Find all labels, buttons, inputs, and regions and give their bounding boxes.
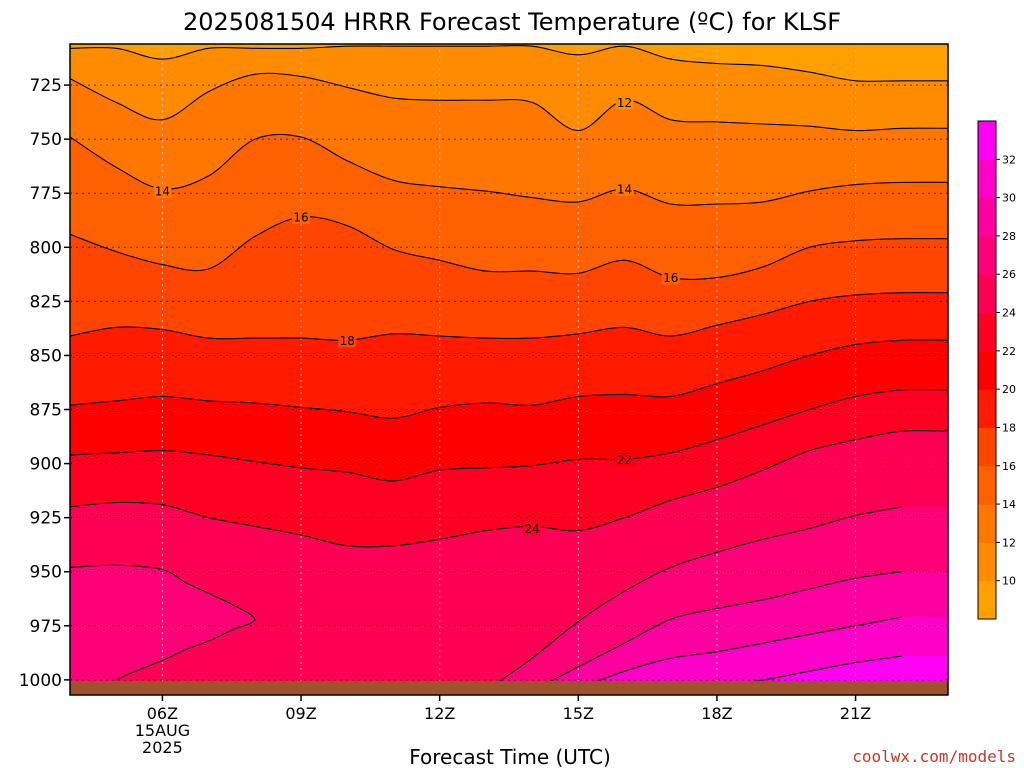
contour-line-14 (70, 133, 948, 206)
contour-label-bg (523, 521, 542, 536)
contour-label: 12 (617, 96, 632, 110)
contour-line-30 (578, 616, 902, 690)
contour-label: 16 (663, 271, 678, 285)
y-tick-label: 850 (30, 346, 62, 366)
colorbar-tick-label: 32 (1002, 153, 1016, 166)
colorbar-tick-label: 16 (1002, 460, 1016, 473)
x-tick-label: 21Z (840, 704, 871, 723)
colorbar-swatch (978, 350, 996, 390)
colorbar-swatch (978, 427, 996, 467)
colorbar-swatch (978, 197, 996, 237)
contour-label: 16 (293, 211, 308, 225)
contour-label-bg (292, 210, 311, 225)
contour-label: 18 (340, 334, 355, 348)
y-tick-label: 725 (30, 76, 62, 96)
contour-label: 22 (617, 453, 632, 467)
fill-band-26-partial (70, 565, 255, 695)
contour-line-26 (70, 564, 256, 681)
contour-label-bg (338, 333, 357, 348)
contour-line-18 (70, 292, 948, 341)
x-tick-year: 2025 (142, 738, 183, 757)
y-tick-label: 900 (30, 455, 62, 475)
colorbar-swatch (978, 274, 996, 314)
colorbar-tick-label: 24 (1002, 307, 1016, 320)
colorbar-tick-label: 28 (1002, 230, 1016, 243)
y-tick-label: 950 (30, 563, 62, 583)
y-tick-label: 800 (30, 238, 62, 258)
y-tick-label: 1000 (19, 671, 62, 691)
contour-label-bg (153, 184, 172, 199)
x-tick-label: 09Z (285, 704, 316, 723)
y-tick-label: 825 (30, 292, 62, 312)
contour-label: 14 (617, 182, 632, 196)
ground-layer (70, 680, 948, 695)
colorbar-swatch (978, 312, 996, 352)
x-tick-label: 15Z (563, 704, 594, 723)
y-tick-label: 975 (30, 617, 62, 637)
colorbar-tick-label: 30 (1002, 192, 1016, 205)
contour-line-24 (70, 429, 948, 548)
temperature-fill-bands (70, 44, 948, 695)
x-tick-label: 18Z (701, 704, 732, 723)
y-tick-label: 750 (30, 130, 62, 150)
colorbar-tick-label: 14 (1002, 498, 1016, 511)
contour-label-bg (661, 270, 680, 285)
plot-frame (69, 43, 949, 696)
x-tick-label: 06Z (147, 704, 178, 723)
y-tick-label: 775 (30, 184, 62, 204)
colorbar-frame (977, 120, 997, 620)
contour-labels: 12 14 14 16 16 18 22 24 (153, 95, 680, 536)
colorbar-swatch (978, 159, 996, 199)
contour-lines (70, 44, 948, 692)
colorbar-swatch (978, 580, 996, 620)
contour-label: 24 (524, 522, 539, 536)
colorbar-swatch (978, 121, 996, 160)
x-axis-label: Forecast Time (UTC) (409, 745, 611, 768)
contour-line-22 (70, 389, 948, 482)
y-tick-label: 925 (30, 509, 62, 529)
contour-line-28 (531, 571, 902, 692)
colorbar-swatch (978, 542, 996, 582)
contour-line-20 (70, 339, 948, 419)
y-tick-label: 875 (30, 401, 62, 421)
colorbar-tick-label: 10 (1002, 575, 1016, 588)
x-tick-date: 15AUG (135, 721, 190, 740)
colorbar-swatch (978, 389, 996, 428)
colorbar-swatch (978, 235, 996, 275)
contour-line-12 (70, 72, 948, 132)
colorbar-tick-label: 20 (1002, 383, 1016, 396)
credit-text: coolwx.com/models (852, 747, 1016, 766)
contour-label-bg (615, 181, 634, 196)
contour-label-bg (615, 452, 634, 467)
contour-line-26 (485, 506, 902, 692)
colorbar-swatch (978, 465, 996, 505)
colorbar-tick-label: 22 (1002, 345, 1016, 358)
x-tick-label: 12Z (424, 704, 455, 723)
chart-title: 2025081504 HRRR Forecast Temperature (ºC… (183, 8, 841, 36)
colorbar-tick-label: 18 (1002, 421, 1016, 434)
contour-line-10 (70, 44, 948, 82)
contour-label-bg (615, 95, 634, 110)
colorbar-swatch (978, 504, 996, 543)
plot-area (70, 44, 948, 695)
colorbar-tick-label: 26 (1002, 268, 1016, 281)
contour-label: 14 (155, 185, 170, 199)
colorbar: 10 12 14 16 18 20 22 24 26 28 30 32 (977, 120, 1016, 620)
colorbar-tick-label: 12 (1002, 536, 1016, 549)
ground-band (70, 680, 948, 695)
grid-lines (70, 44, 948, 695)
contour-line-16 (70, 216, 948, 280)
y-axis: 725 750 775 800 825 850 875 900 925 950 975 1000 (19, 76, 70, 691)
